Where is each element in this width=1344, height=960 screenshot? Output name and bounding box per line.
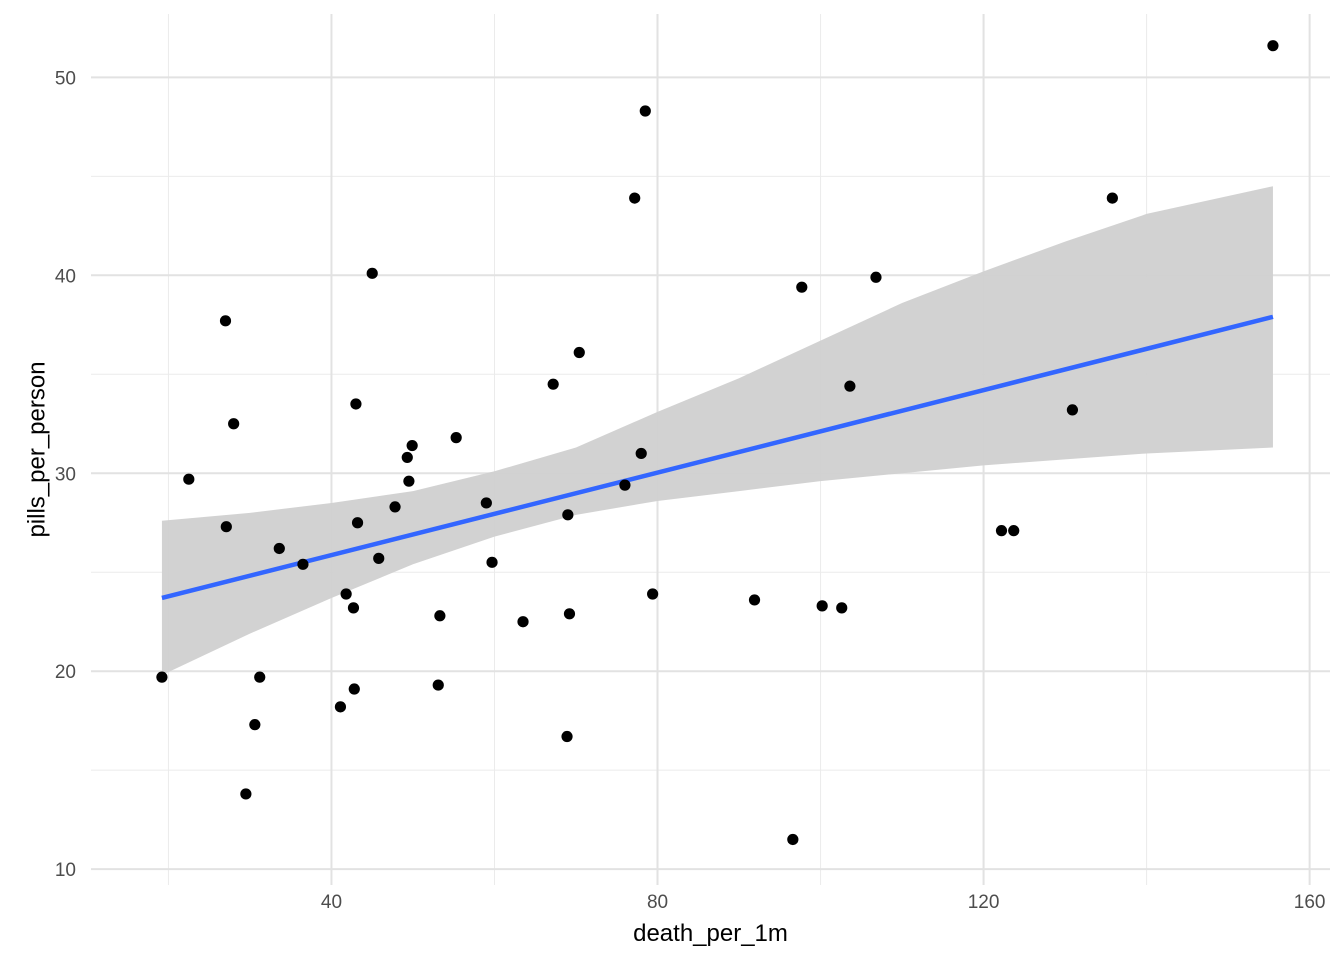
data-point bbox=[995, 525, 1008, 537]
data-point bbox=[486, 556, 498, 568]
data-point bbox=[647, 588, 659, 600]
data-point bbox=[373, 552, 385, 564]
y-tick-label: 40 bbox=[55, 266, 76, 287]
data-point bbox=[254, 671, 266, 683]
x-axis-title: death_per_1m bbox=[633, 920, 788, 947]
data-point bbox=[432, 679, 444, 691]
data-point bbox=[406, 439, 418, 452]
data-point bbox=[366, 267, 378, 279]
data-point bbox=[1066, 404, 1079, 416]
trend-line bbox=[161, 314, 1274, 601]
data-point bbox=[748, 594, 761, 606]
x-tick-label: 120 bbox=[968, 892, 1000, 913]
trend-line-layer bbox=[161, 314, 1274, 601]
y-axis-ticks: 10 20 30 40 50 bbox=[55, 68, 76, 881]
data-point bbox=[836, 602, 848, 614]
data-point bbox=[340, 588, 352, 600]
data-point bbox=[517, 616, 529, 628]
data-point bbox=[1008, 525, 1020, 537]
y-axis-title: pills_per_person bbox=[23, 361, 50, 537]
data-point bbox=[183, 473, 195, 485]
data-point bbox=[563, 608, 576, 620]
data-point bbox=[403, 475, 415, 487]
data-point bbox=[561, 730, 573, 743]
y-tick-label: 50 bbox=[55, 68, 76, 89]
confidence-band bbox=[161, 186, 1273, 676]
data-point bbox=[219, 315, 232, 327]
data-point bbox=[1106, 192, 1118, 204]
x-axis-ticks: 40 80 120 160 bbox=[321, 892, 1326, 913]
data-point bbox=[562, 509, 574, 521]
data-point bbox=[573, 346, 585, 359]
data-point bbox=[228, 418, 240, 430]
data-point bbox=[619, 479, 631, 491]
data-point bbox=[450, 432, 462, 444]
data-point bbox=[249, 719, 261, 731]
y-tick-label: 20 bbox=[55, 662, 76, 683]
data-point bbox=[796, 281, 808, 293]
data-point bbox=[273, 542, 285, 555]
data-point bbox=[480, 497, 492, 509]
data-point bbox=[220, 521, 232, 533]
points-layer bbox=[156, 40, 1279, 846]
data-point bbox=[348, 683, 360, 695]
x-tick-label: 160 bbox=[1294, 892, 1326, 913]
data-point bbox=[635, 447, 647, 460]
data-point bbox=[639, 105, 651, 117]
data-point bbox=[297, 558, 309, 570]
data-point bbox=[240, 788, 252, 800]
data-point bbox=[816, 600, 828, 612]
data-point bbox=[389, 501, 401, 513]
data-point bbox=[434, 610, 446, 622]
data-point bbox=[870, 271, 882, 283]
data-point bbox=[787, 833, 799, 846]
data-point bbox=[347, 602, 360, 614]
confidence-band-layer bbox=[161, 186, 1273, 676]
data-point bbox=[401, 451, 413, 464]
major-gridlines bbox=[91, 14, 1330, 885]
x-tick-label: 40 bbox=[321, 892, 342, 913]
y-tick-label: 10 bbox=[55, 860, 76, 881]
data-point bbox=[334, 701, 347, 713]
y-tick-label: 30 bbox=[55, 464, 76, 485]
data-point bbox=[1267, 40, 1279, 52]
data-point bbox=[844, 380, 856, 392]
data-point bbox=[351, 517, 364, 529]
data-point bbox=[350, 398, 362, 410]
data-point bbox=[156, 671, 168, 683]
x-tick-label: 80 bbox=[647, 892, 668, 913]
data-point bbox=[629, 192, 641, 204]
data-point bbox=[547, 378, 559, 390]
